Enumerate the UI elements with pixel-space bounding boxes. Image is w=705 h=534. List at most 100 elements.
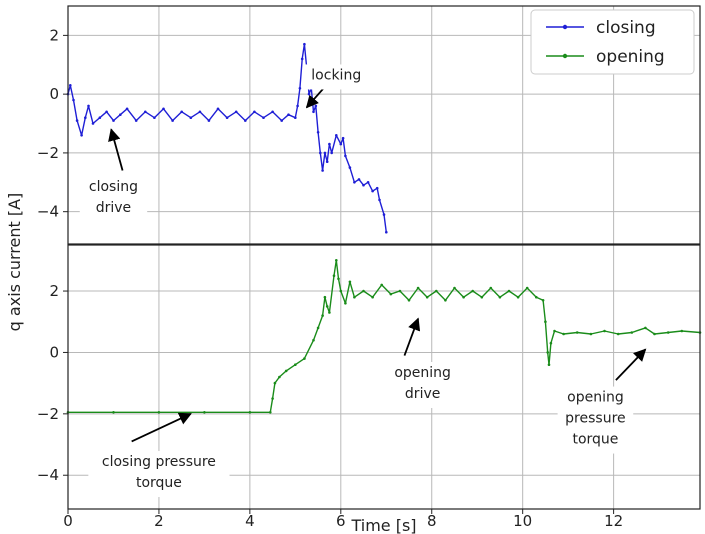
series-point-closing [189, 116, 193, 119]
series-line-closing [67, 43, 387, 233]
series-point-opening [653, 332, 656, 336]
series-point-closing [287, 113, 290, 116]
bottom-annotation-text: drive [405, 386, 440, 402]
series-point-closing [353, 181, 356, 184]
series-point-opening [516, 295, 520, 299]
series-point-closing [180, 110, 183, 114]
series-point-closing [80, 134, 83, 137]
x-tick-label: 2 [154, 512, 164, 530]
series-point-closing [134, 119, 138, 122]
series-point-opening [284, 369, 288, 373]
top-annotation-text: drive [96, 200, 131, 216]
series-point-closing [294, 116, 297, 119]
series-point-opening [616, 332, 620, 336]
series-point-opening [603, 329, 606, 333]
series-point-closing [316, 131, 320, 134]
series-point-closing [72, 98, 75, 102]
x-tick-label: 0 [63, 512, 73, 530]
series-point-opening [416, 286, 420, 290]
series-point-opening [507, 289, 511, 293]
bottom-annotation-text: torque [136, 475, 182, 491]
series-point-opening [325, 305, 329, 308]
bottom-annotations: opening drive opening pressure torque closing… [88, 317, 647, 498]
x-tick-label: 4 [245, 512, 255, 530]
series-point-opening [544, 320, 547, 324]
series-point-opening [303, 357, 306, 360]
legend-label-closing: closing [596, 18, 656, 38]
series-point-closing [344, 154, 347, 158]
series-point-closing [112, 119, 115, 122]
top-y-tick-label: 0 [49, 85, 59, 103]
x-tick-label: 12 [604, 512, 623, 530]
x-tick-label: 6 [336, 512, 346, 530]
series-point-opening [316, 326, 320, 330]
series-point-opening [535, 295, 538, 299]
series-point-closing [366, 181, 370, 184]
series-point-closing [225, 116, 229, 119]
bottom-annotation-text: opening [567, 390, 624, 406]
series-point-opening [480, 295, 484, 299]
series-point-opening [157, 411, 161, 414]
top-y-tick-label: −4 [37, 203, 59, 221]
legend-box [530, 9, 695, 75]
bottom-y-tick-label: 2 [49, 282, 59, 300]
bottom-annotation-bg-1 [557, 386, 634, 454]
series-point-closing [328, 142, 331, 146]
series-point-closing [341, 136, 345, 140]
series-point-closing [87, 104, 90, 108]
series-point-closing [198, 110, 202, 114]
series-point-opening [498, 295, 502, 299]
series-point-closing [382, 213, 386, 216]
bottom-series-layer [66, 259, 702, 414]
legend-marker-closing [562, 24, 568, 30]
top-y-tick-label: −2 [37, 144, 59, 162]
series-point-opening [380, 283, 384, 287]
series-point-closing [216, 107, 220, 111]
legend-label-opening: opening [596, 47, 665, 67]
top-annotation-arrow-1 [108, 128, 124, 171]
series-point-opening [444, 299, 447, 302]
bottom-plot-frame [67, 244, 701, 510]
x-tick-label: 8 [427, 512, 437, 530]
top-series-layer [66, 42, 388, 234]
series-point-opening [337, 277, 340, 281]
series-point-opening [666, 331, 670, 334]
series-point-opening [453, 286, 456, 290]
top-annotation-bg-1 [79, 176, 148, 223]
series-point-closing [234, 110, 238, 114]
series-point-closing [262, 116, 265, 119]
series-point-closing [253, 110, 256, 114]
series-point-closing [357, 178, 361, 181]
series-point-opening [112, 411, 115, 414]
series-point-opening [489, 286, 493, 290]
series-point-opening [589, 332, 593, 336]
series-point-closing [323, 151, 327, 155]
bottom-y-ticks: −4 −2 0 2 [37, 282, 68, 484]
series-point-closing [144, 110, 147, 114]
top-annotation-text: closing [89, 179, 138, 195]
series-point-closing [348, 166, 352, 169]
series-point-opening [273, 381, 277, 385]
bottom-annotation-text: torque [572, 432, 618, 448]
series-point-closing [125, 107, 129, 111]
series-point-closing [207, 119, 211, 122]
series-point-closing [162, 107, 165, 111]
series-point-closing [296, 104, 299, 108]
y-axis-label: q axis current [A] [5, 193, 24, 332]
series-point-opening [278, 375, 281, 379]
series-point-opening [525, 286, 529, 290]
series-point-closing [84, 116, 87, 119]
series-point-opening [271, 397, 274, 400]
series-point-closing [330, 151, 334, 155]
series-point-closing [171, 119, 174, 122]
bottom-y-tick-label: −4 [37, 466, 59, 484]
top-y-ticks: −4 −2 0 2 [37, 26, 68, 221]
series-point-opening [203, 411, 206, 414]
series-point-closing [335, 134, 338, 137]
series-point-closing [339, 142, 343, 146]
x-ticks: 0 2 4 6 8 10 12 [63, 509, 623, 530]
series-point-opening [294, 363, 297, 367]
series-point-opening [680, 329, 684, 333]
series-point-opening [328, 311, 331, 314]
